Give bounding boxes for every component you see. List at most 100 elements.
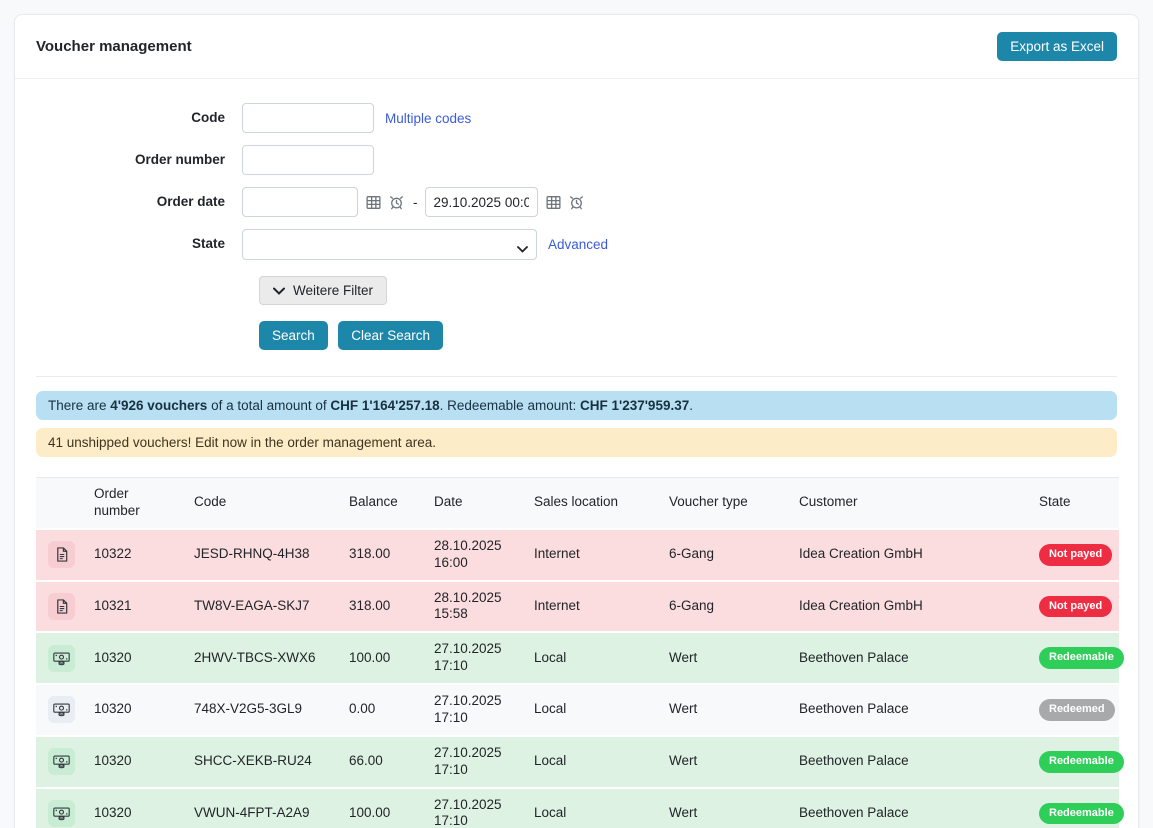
status-badge: Not payed (1039, 595, 1113, 618)
voucher-code-cell: SHCC-XEKB-RU24 (194, 753, 312, 769)
cash-icon (53, 703, 70, 717)
voucher-type-icon-chip[interactable] (48, 644, 75, 672)
filter-form: Code Multiple codes Order number Order d… (15, 79, 1138, 376)
section-divider (36, 376, 1117, 377)
status-badge: Redeemable (1039, 802, 1124, 825)
date-range-separator: - (413, 194, 418, 210)
voucher-type-icon-chip[interactable] (48, 799, 75, 827)
sales-location-cell: Local (534, 701, 567, 717)
sales-location-cell: Local (534, 753, 567, 769)
voucher-type-cell: Wert (669, 753, 698, 769)
date-to-calendar-button[interactable] (538, 195, 561, 210)
state-select[interactable] (242, 229, 537, 260)
table-header-row: Order number Code Balance Date Sales locatio… (36, 476, 1119, 530)
clock-icon (390, 195, 403, 209)
date-from-time-button[interactable] (381, 195, 404, 210)
customer-cell: Idea Creation GmbH (799, 597, 923, 613)
cash-icon (53, 755, 70, 769)
card-header: Voucher management Export as Excel (15, 15, 1138, 79)
voucher-table: Order number Code Balance Date Sales locatio… (36, 476, 1124, 828)
order-number-label: Order number (134, 152, 225, 167)
total-amount: CHF 1'164'257.18 (330, 398, 440, 413)
voucher-type-cell: Wert (669, 804, 698, 820)
state-cell: Redeemed (1031, 684, 1119, 736)
sales-location-cell: Local (534, 804, 567, 820)
status-badge: Redeemable (1039, 647, 1124, 669)
customer-cell: Beethoven Palace (799, 649, 909, 665)
voucher-type-icon-chip[interactable] (48, 696, 75, 724)
voucher-code-cell: 748X-V2G5-3GL9 (194, 701, 303, 717)
date-from-calendar-button[interactable] (358, 195, 381, 210)
column-header: Order number (86, 476, 186, 530)
customer-cell: Idea Creation GmbH (799, 546, 923, 562)
column-header: Sales location (526, 476, 661, 530)
order-date-label: Order date (156, 194, 225, 209)
voucher-type-icon-chip[interactable] (48, 748, 75, 776)
voucher-code-cell: 2HWV-TBCS-XWX6 (194, 649, 316, 665)
unshipped-warning-banner: 41 unshipped vouchers! Edit now in the o… (36, 428, 1117, 457)
state-cell: Redeemable (1031, 632, 1124, 684)
voucher-type-cell: 6-Gang (669, 546, 715, 562)
table-row[interactable]: 10321 TW8V-EAGA-SKJ7 318.00 28.10.2025 15… (36, 580, 1119, 633)
voucher-code-cell: TW8V-EAGA-SKJ7 (194, 597, 310, 613)
voucher-type-icon-chip[interactable] (48, 541, 75, 569)
state-cell: Not payed (1031, 529, 1119, 581)
balance-cell: 66.00 (349, 753, 383, 769)
chevron-down-icon (273, 287, 285, 295)
date-to-time-button[interactable] (561, 195, 584, 210)
date-cell: 27.10.2025 17:10 (434, 796, 502, 828)
status-badge: Not payed (1039, 543, 1113, 566)
sales-location-cell: Internet (534, 597, 580, 613)
column-header: Voucher type (661, 476, 791, 530)
voucher-management-card: Voucher management Export as Excel Code … (14, 14, 1139, 828)
customer-cell: Beethoven Palace (799, 753, 909, 769)
column-header (36, 476, 86, 530)
order-date-to-input[interactable] (424, 187, 538, 217)
export-excel-button[interactable]: Export as Excel (997, 32, 1117, 61)
voucher-type-cell: Wert (669, 701, 698, 717)
column-header: Balance (341, 476, 426, 530)
table-row[interactable]: 10320 SHCC-XEKB-RU24 66.00 27.10.2025 17:… (36, 735, 1124, 788)
order-number-input[interactable] (242, 145, 374, 175)
page-title: Voucher management (36, 38, 192, 55)
customer-cell: Beethoven Palace (799, 804, 909, 820)
table-row[interactable]: 10322 JESD-RHNQ-4H38 318.00 28.10.2025 16… (36, 528, 1119, 581)
order-number-cell: 10322 (94, 546, 132, 562)
table-row[interactable]: 10320 748X-V2G5-3GL9 0.00 27.10.2025 17:1… (36, 684, 1119, 736)
calendar-icon (366, 195, 381, 209)
sales-location-cell: Internet (534, 546, 580, 562)
redeemable-amount: CHF 1'237'959.37 (579, 398, 690, 413)
balance-cell: 318.00 (349, 546, 391, 562)
code-input[interactable] (242, 103, 374, 133)
voucher-type-icon-chip[interactable] (48, 592, 75, 620)
table-row[interactable]: 10320 VWUN-4FPT-A2A9 100.00 27.10.2025 17… (36, 787, 1124, 828)
column-header: State (1031, 476, 1119, 530)
state-cell: Not payed (1031, 581, 1119, 633)
more-filters-button[interactable]: Weitere Filter (259, 276, 388, 305)
date-cell: 27.10.2025 17:10 (434, 641, 502, 674)
table-row[interactable]: 10320 2HWV-TBCS-XWX6 100.00 27.10.2025 17… (36, 632, 1124, 684)
cash-icon (53, 652, 70, 665)
column-header: Customer (791, 476, 1031, 530)
document-icon (56, 599, 67, 614)
column-header: Code (186, 476, 341, 530)
code-label: Code (191, 110, 225, 125)
column-header: Date (426, 476, 526, 530)
advanced-link[interactable]: Advanced (548, 237, 609, 252)
balance-cell: 100.00 (349, 804, 391, 820)
multiple-codes-link[interactable]: Multiple codes (385, 110, 472, 126)
search-button[interactable]: Search (259, 321, 328, 350)
voucher-code-cell: VWUN-4FPT-A2A9 (194, 804, 310, 820)
order-number-cell: 10320 (94, 753, 132, 769)
order-number-cell: 10320 (94, 701, 132, 717)
balance-cell: 100.00 (349, 649, 391, 665)
date-cell: 28.10.2025 15:58 (434, 589, 502, 622)
voucher-code-cell: JESD-RHNQ-4H38 (194, 546, 310, 562)
clear-search-button[interactable]: Clear Search (338, 321, 444, 350)
state-cell: Redeemable (1031, 736, 1124, 788)
order-number-cell: 10320 (94, 804, 132, 820)
status-badge: Redeemable (1039, 750, 1124, 773)
voucher-type-cell: Wert (669, 649, 698, 665)
balance-cell: 0.00 (349, 701, 376, 717)
order-date-from-input[interactable] (242, 187, 358, 217)
